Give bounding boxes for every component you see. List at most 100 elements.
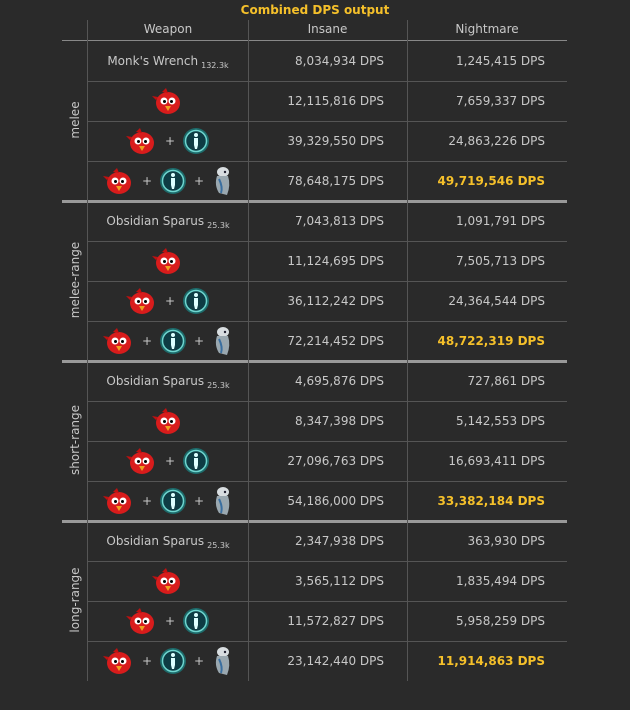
weapon-note: 132.3k xyxy=(201,60,229,70)
group-rule xyxy=(62,200,567,203)
insane-value: 4,695,876 DPS xyxy=(295,374,384,388)
column-header: Insane xyxy=(307,22,348,36)
weapon-note: 25.3k xyxy=(207,380,230,390)
icon-orb xyxy=(159,647,187,675)
insane-value: 2,347,938 DPS xyxy=(295,534,384,548)
insane-value: 23,142,440 DPS xyxy=(287,654,384,668)
nightmare-value: 1,245,415 DPS xyxy=(456,54,545,68)
header-rule xyxy=(62,40,567,41)
group-label: melee-range xyxy=(68,241,82,319)
plus-sign: + xyxy=(141,654,152,668)
icon-bird xyxy=(125,446,158,476)
icon-bird xyxy=(102,646,135,676)
column-rule xyxy=(248,20,249,681)
nightmare-value: 5,958,259 DPS xyxy=(456,614,545,628)
icon-orb xyxy=(182,607,210,635)
weapon-cell xyxy=(88,241,248,281)
icon-fig xyxy=(211,165,233,197)
nightmare-value: 16,693,411 DPS xyxy=(448,454,545,468)
insane-value: 78,648,175 DPS xyxy=(287,174,384,188)
icon-orb xyxy=(159,487,187,515)
weapon-name: Obsidian Sparus xyxy=(106,214,205,228)
plus-sign: + xyxy=(164,294,176,308)
weapon-cell: Obsidian Sparus 25.3k xyxy=(88,201,248,241)
insane-value: 36,112,242 DPS xyxy=(287,294,384,308)
insane-value: 3,565,112 DPS xyxy=(295,574,384,588)
plus-sign: + xyxy=(194,174,205,188)
weapon-cell: Obsidian Sparus 25.3k xyxy=(88,361,248,401)
weapon-cell: + xyxy=(88,601,248,641)
nightmare-value: 33,382,184 DPS xyxy=(437,494,546,508)
title: Combined DPS output xyxy=(240,3,390,17)
row-rule xyxy=(88,601,567,602)
insane-value: 72,214,452 DPS xyxy=(287,334,384,348)
nightmare-value: 727,861 DPS xyxy=(467,374,545,388)
row-rule xyxy=(88,81,567,82)
column-rule xyxy=(87,20,88,681)
plus-sign: + xyxy=(164,454,176,468)
insane-value: 11,572,827 DPS xyxy=(287,614,384,628)
row-rule xyxy=(88,561,567,562)
nightmare-value: 363,930 DPS xyxy=(467,534,545,548)
row-rule xyxy=(88,281,567,282)
group-label: melee xyxy=(68,101,82,139)
row-rule xyxy=(88,321,567,322)
icon-orb xyxy=(182,127,210,155)
row-rule xyxy=(88,441,567,442)
plus-sign: + xyxy=(194,494,205,508)
row-rule xyxy=(88,121,567,122)
weapon-cell: + + xyxy=(88,321,248,361)
insane-value: 39,329,550 DPS xyxy=(287,134,384,148)
icon-fig xyxy=(211,485,233,517)
weapon-cell: + xyxy=(88,281,248,321)
weapon-cell: Obsidian Sparus 25.3k xyxy=(88,521,248,561)
weapon-name: Obsidian Sparus xyxy=(106,534,205,548)
weapon-note: 25.3k xyxy=(207,540,230,550)
nightmare-value: 1,091,791 DPS xyxy=(456,214,545,228)
group-label: short-range xyxy=(68,404,82,476)
insane-value: 11,124,695 DPS xyxy=(287,254,384,268)
group-label: long-range xyxy=(68,567,82,633)
plus-sign: + xyxy=(194,654,205,668)
weapon-cell: + + xyxy=(88,641,248,681)
icon-bird xyxy=(152,406,184,436)
insane-value: 27,096,763 DPS xyxy=(287,454,384,468)
group-rule xyxy=(62,520,567,523)
weapon-cell xyxy=(88,401,248,441)
plus-sign: + xyxy=(164,614,176,628)
icon-bird xyxy=(102,486,135,516)
row-rule xyxy=(88,481,567,482)
group-rule xyxy=(62,360,567,363)
column-header: Nightmare xyxy=(455,22,519,36)
weapon-cell: + + xyxy=(88,481,248,521)
weapon-cell xyxy=(88,81,248,121)
row-rule xyxy=(88,241,567,242)
icon-bird xyxy=(102,326,135,356)
nightmare-value: 1,835,494 DPS xyxy=(456,574,545,588)
icon-orb xyxy=(159,327,187,355)
plus-sign: + xyxy=(141,494,152,508)
weapon-cell: + xyxy=(88,441,248,481)
nightmare-value: 5,142,553 DPS xyxy=(456,414,545,428)
row-rule xyxy=(88,161,567,162)
weapon-cell xyxy=(88,561,248,601)
icon-bird xyxy=(125,126,158,156)
icon-orb xyxy=(182,447,210,475)
row-rule xyxy=(88,641,567,642)
icon-bird xyxy=(152,246,184,276)
weapon-name: Obsidian Sparus xyxy=(106,374,205,388)
insane-value: 8,034,934 DPS xyxy=(295,54,384,68)
icon-bird xyxy=(152,86,184,116)
weapon-note: 25.3k xyxy=(207,220,230,230)
plus-sign: + xyxy=(164,134,176,148)
insane-value: 8,347,398 DPS xyxy=(295,414,384,428)
icon-fig xyxy=(211,645,233,677)
nightmare-value: 48,722,319 DPS xyxy=(437,334,546,348)
nightmare-value: 24,863,226 DPS xyxy=(448,134,545,148)
plus-sign: + xyxy=(141,334,152,348)
weapon-cell: Monk's Wrench 132.3k xyxy=(88,41,248,81)
icon-orb xyxy=(159,167,187,195)
plus-sign: + xyxy=(141,174,152,188)
weapon-name: Monk's Wrench xyxy=(107,54,199,68)
icon-bird xyxy=(125,606,158,636)
